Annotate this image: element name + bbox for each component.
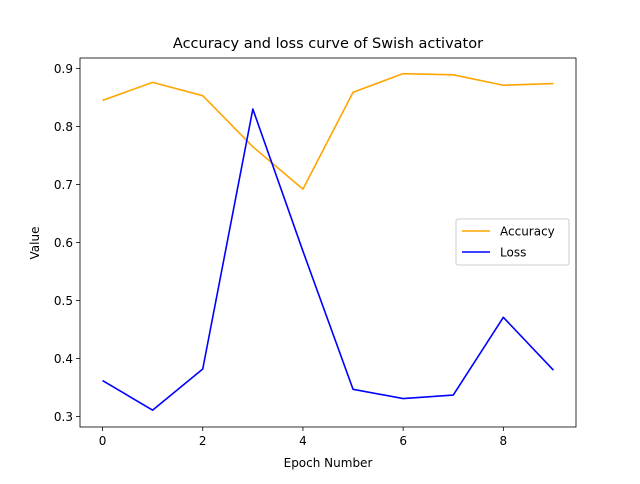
x-tick-label: 2 xyxy=(199,434,207,448)
y-tick-label: 0.5 xyxy=(54,294,73,308)
y-tick-label: 0.6 xyxy=(54,236,73,250)
y-tick-label: 0.4 xyxy=(54,352,73,366)
chart-title: Accuracy and loss curve of Swish activat… xyxy=(173,36,483,52)
x-tick-label: 6 xyxy=(399,434,407,448)
x-axis-label: Epoch Number xyxy=(284,456,373,470)
plot-frame xyxy=(79,57,577,428)
x-tick-label: 4 xyxy=(299,434,307,448)
y-tick-label: 0.9 xyxy=(54,62,73,76)
series-layer xyxy=(102,72,555,411)
axes: 0 2 4 6 8 0.3 0.4 0.5 0.6 0.7 0.8 0.9 xyxy=(54,62,507,448)
legend-label-loss: Loss xyxy=(500,246,526,260)
legend-label-accuracy: Accuracy xyxy=(500,225,555,239)
x-tick-label: 0 xyxy=(99,434,107,448)
x-tick-label: 8 xyxy=(500,434,508,448)
series-line-loss xyxy=(102,108,555,411)
y-axis-label: Value xyxy=(28,227,42,260)
y-tick-label: 0.7 xyxy=(54,178,73,192)
legend: Accuracy Loss xyxy=(455,218,570,266)
y-tick-label: 0.3 xyxy=(54,410,73,424)
plot-area-border xyxy=(79,57,577,428)
series-line-accuracy xyxy=(102,72,554,190)
y-tick-label: 0.8 xyxy=(54,120,73,134)
